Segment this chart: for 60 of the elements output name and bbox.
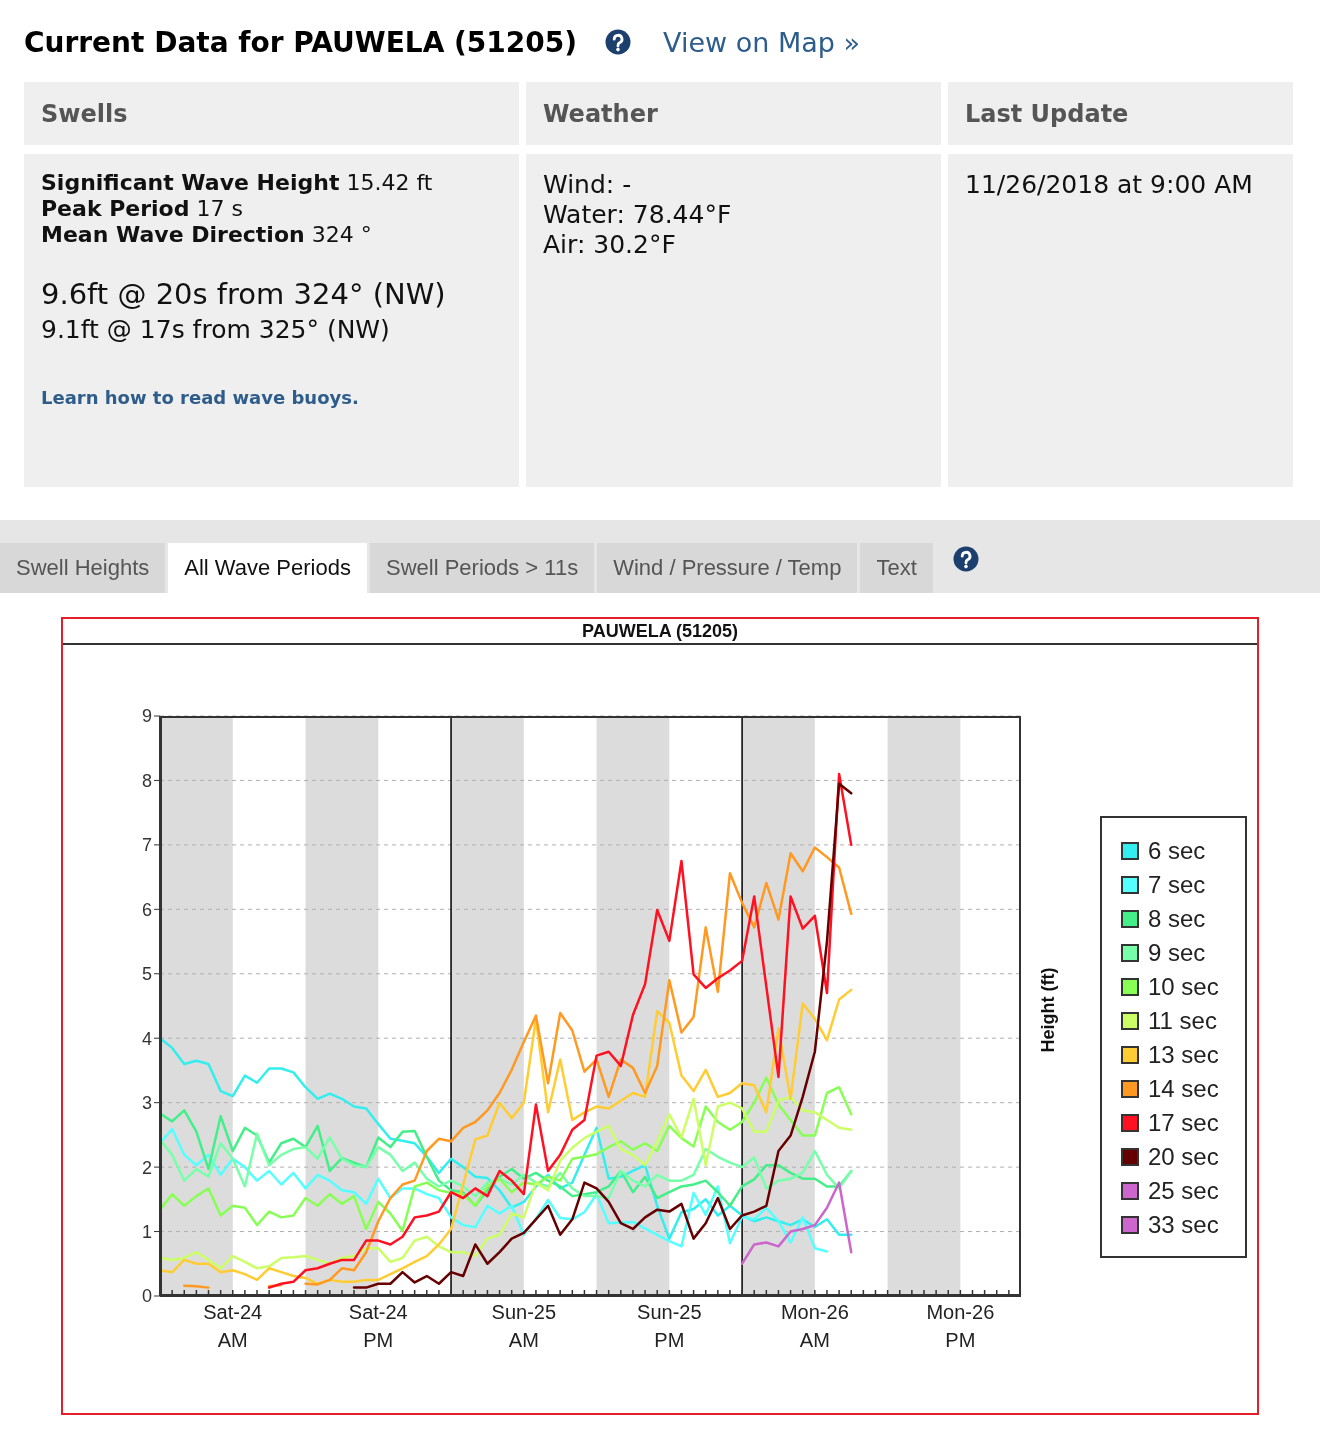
legend-label: 9 sec xyxy=(1148,939,1206,967)
text: Weather xyxy=(526,82,941,145)
legend-label: 7 sec xyxy=(1148,871,1206,899)
y-tick-label: 3 xyxy=(141,1093,152,1114)
y-axis-title: Height (ft) xyxy=(1037,967,1059,1053)
line-series xyxy=(352,782,853,1289)
y-tick-label: 8 xyxy=(141,770,152,791)
x-tick-label: Sat-24 AM xyxy=(203,1301,263,1351)
legend-label: 33 sec xyxy=(1148,1211,1219,1239)
text: Swells xyxy=(24,82,519,145)
y-tick-label: 1 xyxy=(141,1221,152,1242)
text: Air: 30.2°F xyxy=(543,230,677,260)
text: Wind: - xyxy=(543,170,633,200)
legend-label: 11 sec xyxy=(1148,1007,1217,1035)
text: Significant Wave Height xyxy=(41,170,340,195)
legend-label: 6 sec xyxy=(1148,837,1206,865)
text: 17 s xyxy=(196,196,243,221)
text: 9.6ft @ 20s from 324° (NW) xyxy=(41,276,447,312)
line-series xyxy=(160,1076,853,1233)
x-tick-label: Sun-25 AM xyxy=(491,1301,557,1351)
legend-label: 25 sec xyxy=(1148,1177,1219,1205)
y-tick-label: 6 xyxy=(141,899,152,920)
line-series xyxy=(160,1095,853,1270)
line-series xyxy=(740,1181,853,1266)
text: Water: 78.44°F xyxy=(543,200,733,230)
text: Peak Period xyxy=(41,196,190,221)
text: 15.42 ft xyxy=(346,170,433,195)
text: Text xyxy=(860,543,933,593)
text: Swell Heights xyxy=(0,543,166,593)
x-tick-label: Sat-24 PM xyxy=(348,1301,408,1351)
y-tick-label: 2 xyxy=(141,1157,152,1178)
line-series xyxy=(160,988,853,1286)
y-tick-label: 5 xyxy=(141,964,152,985)
legend-label: 13 sec xyxy=(1148,1041,1219,1069)
line-series xyxy=(160,1132,853,1200)
text: Wind / Pressure / Temp xyxy=(597,543,858,593)
text: Last Update xyxy=(948,82,1293,145)
text: View on Map » xyxy=(663,26,861,58)
x-tick-label: Mon-26 AM xyxy=(780,1301,849,1351)
legend-label: 10 sec xyxy=(1148,973,1219,1001)
text: Current Data for PAUWELA (51205) xyxy=(24,25,578,59)
text: 11/26/2018 at 9:00 AM xyxy=(965,170,1254,200)
text: All Wave Periods xyxy=(168,543,367,593)
legend-label: 14 sec xyxy=(1148,1075,1219,1103)
legend-label: 8 sec xyxy=(1148,905,1206,933)
text: Learn how to read wave buoys. xyxy=(41,387,360,408)
text: Mean Wave Direction xyxy=(41,222,305,247)
y-tick-label: 0 xyxy=(141,1286,152,1307)
x-tick-label: Mon-26 PM xyxy=(926,1301,995,1351)
y-tick-label: 7 xyxy=(141,835,152,856)
legend-label: 20 sec xyxy=(1148,1143,1219,1171)
y-tick-label: 4 xyxy=(141,1028,152,1049)
x-tick-label: Sun-25 PM xyxy=(637,1301,702,1351)
legend-label: 17 sec xyxy=(1148,1109,1219,1137)
text: 324 ° xyxy=(311,222,372,247)
chart-title: PAUWELA (51205) xyxy=(63,619,1257,645)
line-series xyxy=(267,772,853,1289)
text: 9.1ft @ 17s from 325° (NW) xyxy=(41,314,391,346)
text: Swell Periods > 11s xyxy=(369,543,595,593)
y-tick-label: 9 xyxy=(141,706,152,727)
